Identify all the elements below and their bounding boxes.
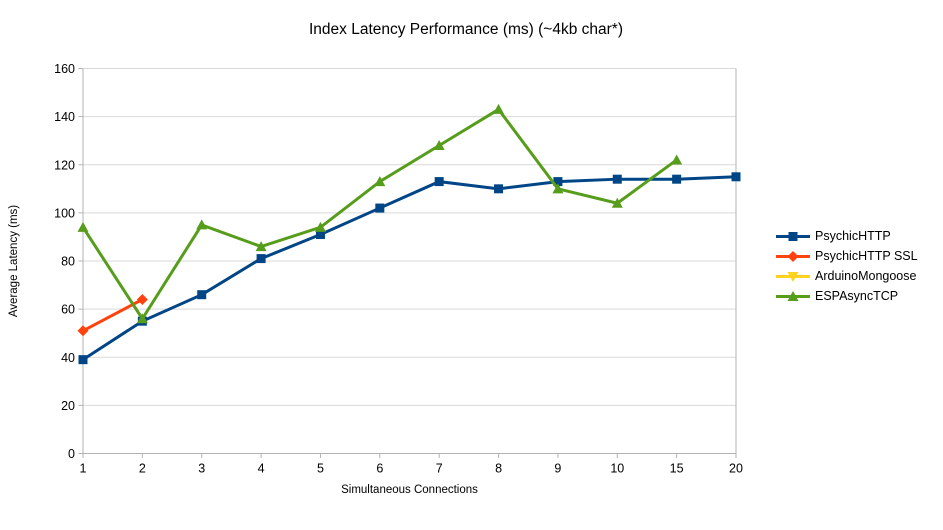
legend-square-icon	[776, 231, 810, 241]
y-tick-label: 80	[61, 255, 75, 269]
x-tick-label: 20	[729, 462, 743, 476]
legend-triangle-up-icon	[776, 290, 810, 301]
legend-diamond-icon	[776, 250, 810, 262]
y-tick-label: 140	[54, 110, 75, 124]
legend: PsychicHTTP PsychicHTTP SSL ArduinoMongoos…	[776, 226, 918, 306]
legend-item-arduinomongoose: ArduinoMongoose	[776, 266, 918, 286]
x-tick-label: 8	[495, 462, 502, 476]
legend-item-psychichttp: PsychicHTTP	[776, 226, 918, 246]
legend-label: PsychicHTTP SSL	[815, 249, 918, 263]
series-PsychicHTTP SSL	[77, 294, 148, 337]
x-tick-label: 4	[258, 462, 265, 476]
x-tick-label: 10	[610, 462, 624, 476]
legend-label: PsychicHTTP	[815, 229, 891, 243]
x-tick-label: 3	[198, 462, 205, 476]
x-tick-label: 2	[139, 462, 146, 476]
legend-triangle-down-icon	[776, 271, 810, 282]
x-tick-label: 1	[80, 462, 87, 476]
x-tick-label: 5	[317, 462, 324, 476]
series-ESPAsyncTCP	[77, 103, 683, 324]
y-tick-label: 40	[61, 351, 75, 365]
x-tick-label: 7	[436, 462, 443, 476]
legend-item-psychichttp-ssl: PsychicHTTP SSL	[776, 246, 918, 266]
chart-title: Index Latency Performance (ms) (~4kb cha…	[308, 21, 623, 38]
x-axis-title: Simultaneous Connections	[341, 484, 478, 496]
x-tick-label: 6	[376, 462, 383, 476]
series-PsychicHTTP	[78, 172, 741, 365]
x-tick-label: 15	[670, 462, 684, 476]
y-tick-label: 120	[54, 158, 75, 172]
y-axis-title: Average Latency (ms)	[8, 204, 20, 318]
legend-item-espasynctcp: ESPAsyncTCP	[776, 286, 918, 306]
y-tick-label: 0	[68, 447, 75, 461]
legend-label: ArduinoMongoose	[815, 269, 917, 283]
legend-label: ESPAsyncTCP	[815, 289, 899, 303]
y-tick-label: 20	[61, 399, 75, 413]
y-tick-label: 100	[54, 206, 75, 220]
y-tick-label: 160	[54, 62, 75, 76]
x-tick-label: 9	[554, 462, 561, 476]
y-tick-label: 60	[61, 303, 75, 317]
